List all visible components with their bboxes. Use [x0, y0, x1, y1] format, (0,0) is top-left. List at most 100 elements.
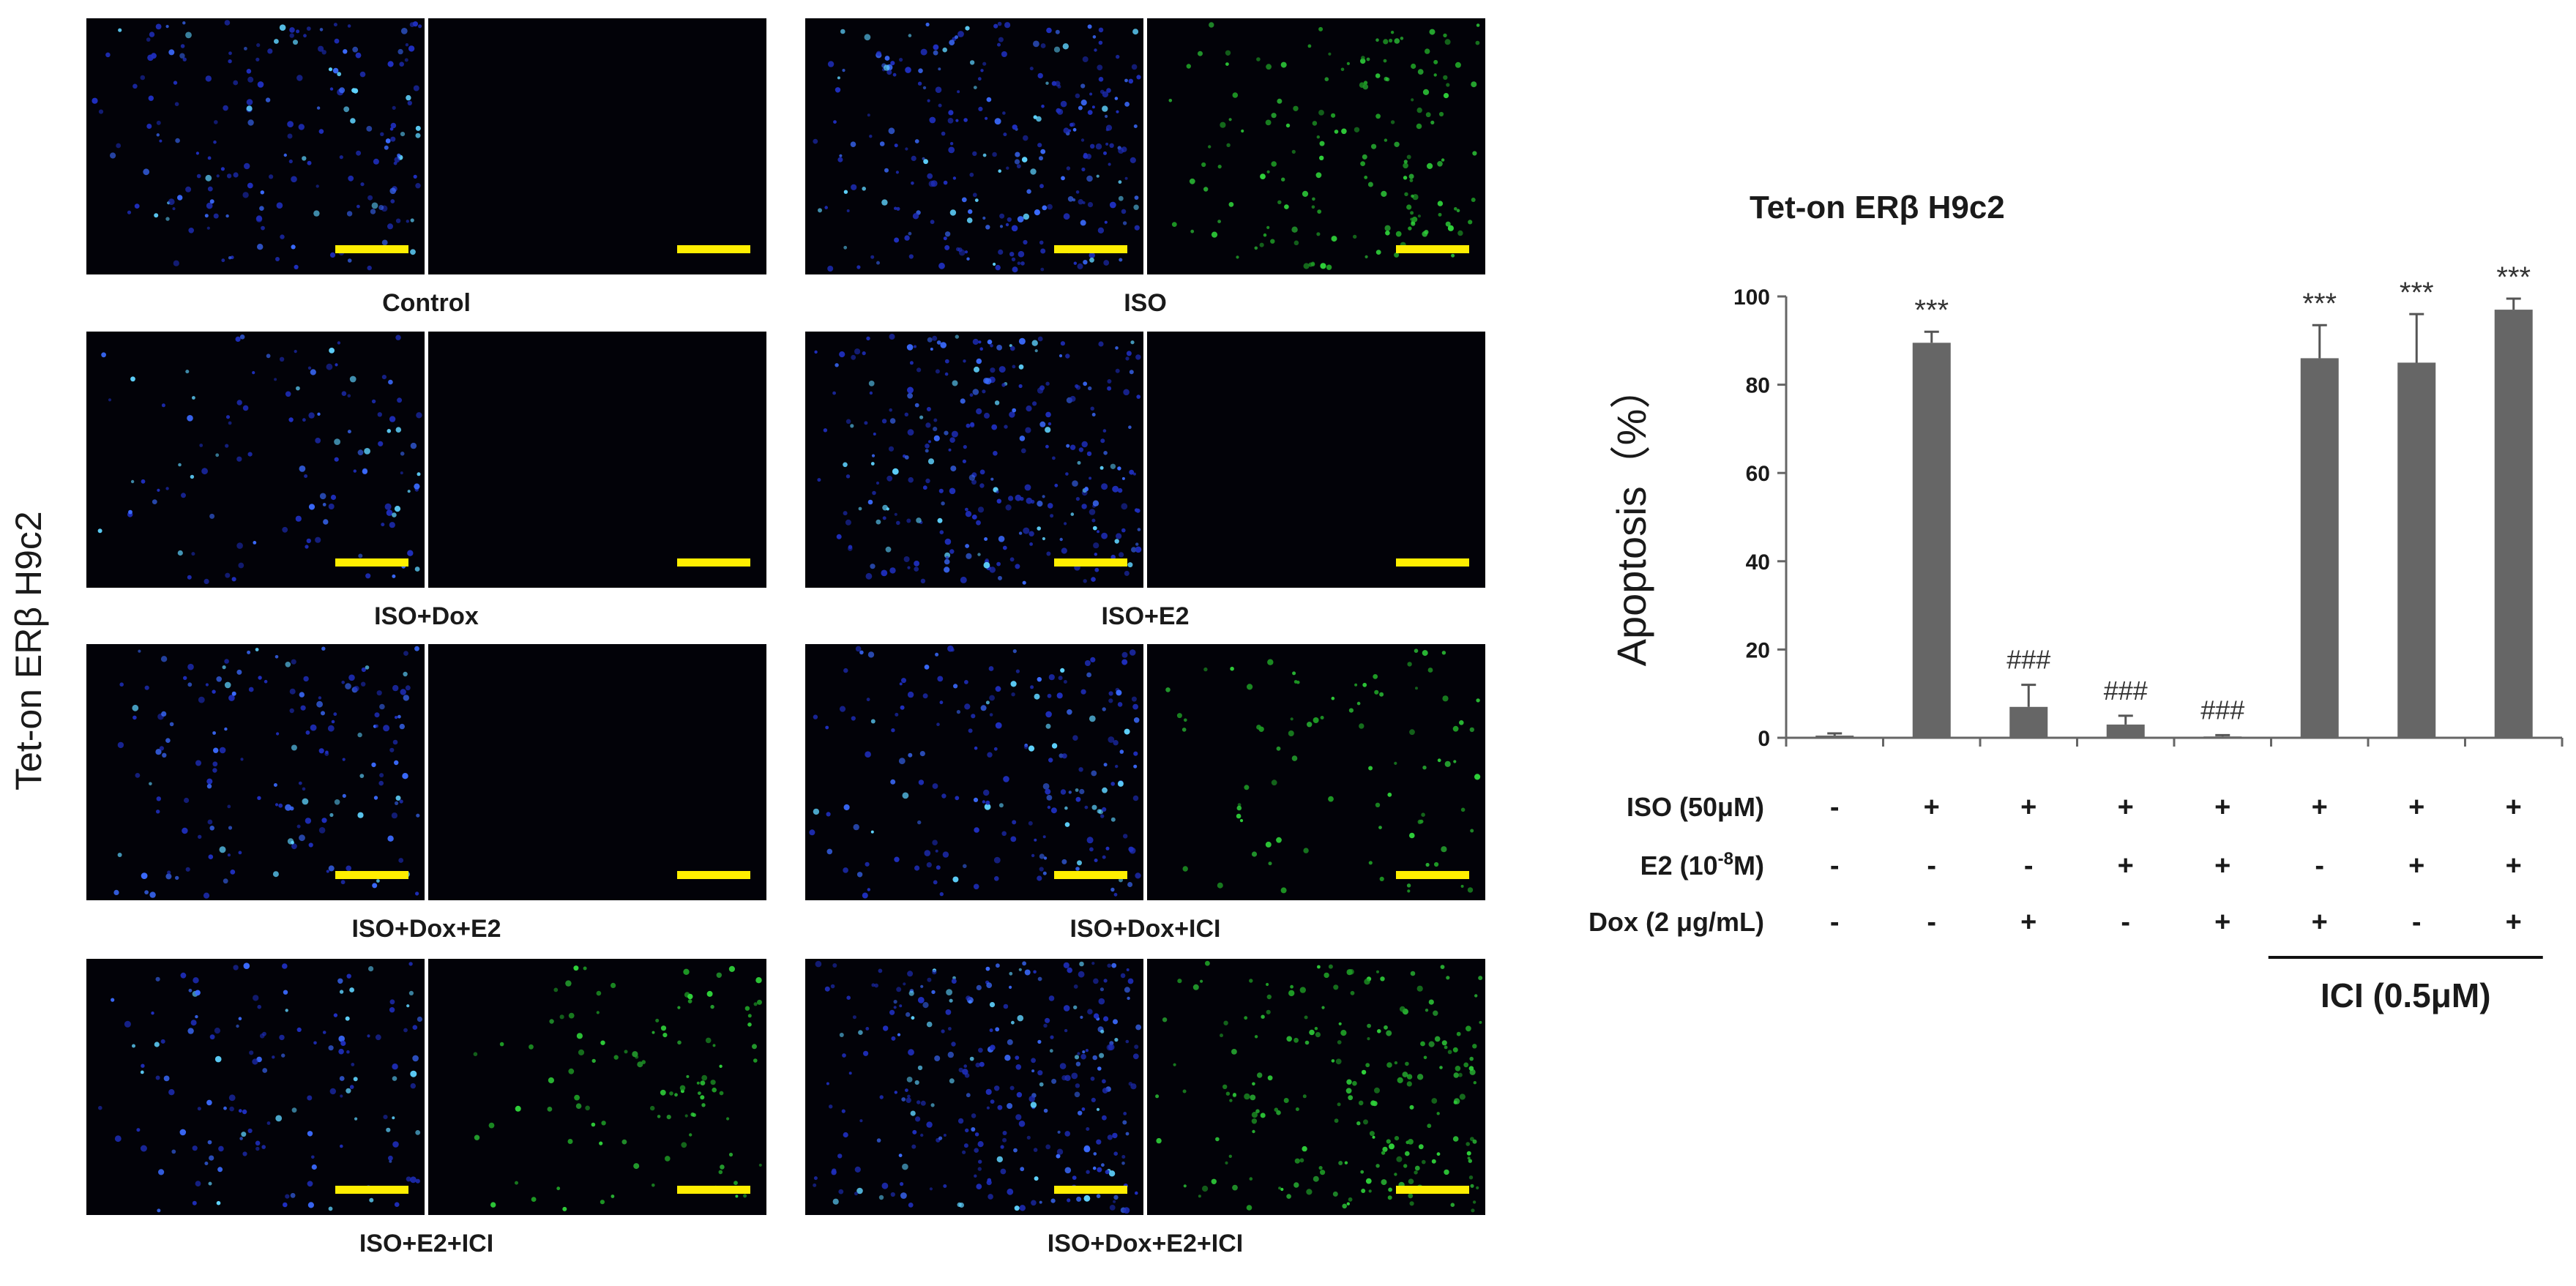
y-tick-label: 60	[1746, 462, 1770, 486]
nuclear-stain-image	[86, 644, 425, 900]
significance-mark: ***	[2400, 277, 2434, 309]
condition-sign: +	[2020, 907, 2036, 938]
micrograph-panel: ISO	[805, 18, 1485, 317]
y-tick-label: 80	[1746, 374, 1770, 398]
scale-bar	[335, 871, 408, 879]
condition-label: Dox (2 μg/mL)	[1588, 907, 1764, 937]
apoptosis-stain-image	[1147, 18, 1485, 274]
condition-sign: +	[2118, 792, 2134, 823]
y-axis-label: Apoptosis（%）	[1608, 368, 1654, 667]
scale-bar	[677, 871, 750, 879]
condition-sign: +	[2506, 907, 2522, 938]
panel-caption: ISO+E2	[1101, 602, 1189, 630]
panel-caption: Control	[382, 289, 471, 317]
scale-bar	[677, 1186, 750, 1194]
bar	[2300, 358, 2339, 738]
scale-bar	[1054, 245, 1127, 253]
scale-bar	[677, 245, 750, 253]
bar	[2203, 736, 2242, 738]
condition-label: ISO (50μM)	[1627, 792, 1764, 822]
nuclear-stain-image	[805, 332, 1143, 588]
apoptosis-stain-image	[1147, 644, 1485, 900]
condition-sign: +	[2408, 851, 2424, 881]
bar	[2494, 310, 2533, 739]
bar	[1815, 735, 1854, 738]
condition-label: E2 (10-8M)	[1640, 849, 1764, 881]
chart-title: Tet-on ERβ H9c2	[1750, 190, 2005, 225]
micrograph-panel: ISO+Dox+E2+ICI	[805, 959, 1485, 1257]
panel-caption: ISO	[1124, 289, 1167, 317]
scale-bar	[335, 558, 408, 567]
micrograph-panel: ISO+E2	[805, 332, 1485, 630]
condition-sign: -	[1830, 792, 1840, 823]
y-tick-label: 100	[1733, 285, 1770, 310]
condition-sign: -	[1927, 907, 1936, 938]
nuclear-stain-image	[86, 18, 425, 274]
scale-bar	[335, 1186, 408, 1194]
micrograph-panel: ISO+E2+ICI	[86, 959, 766, 1257]
panel-caption: ISO+Dox+E2+ICI	[1048, 1230, 1243, 1257]
scale-bar	[1054, 871, 1127, 879]
bar	[2106, 724, 2145, 738]
y-tick-label: 0	[1758, 727, 1770, 751]
ici-bracket-label: ICI (0.5μM)	[2321, 976, 2491, 1014]
apoptosis-stain-image	[428, 18, 766, 274]
condition-sign: +	[2214, 792, 2230, 823]
condition-sign: -	[1830, 851, 1840, 881]
micrograph-panel: ISO+Dox	[86, 332, 766, 630]
panel-caption: ISO+Dox	[374, 602, 479, 630]
scale-bar	[1396, 558, 1469, 567]
scale-bar	[1054, 558, 1127, 567]
scale-bar	[1396, 245, 1469, 253]
nuclear-stain-image	[86, 332, 425, 588]
scale-bar	[677, 558, 750, 567]
side-label: Tet-on ERβ H9c2	[8, 511, 49, 790]
panel-caption: ISO+E2+ICI	[359, 1230, 493, 1257]
panel-caption: ISO+Dox+ICI	[1070, 915, 1221, 943]
scale-bar	[1396, 1186, 1469, 1194]
significance-mark: ***	[2302, 288, 2337, 320]
significance-mark: ###	[2104, 676, 2148, 706]
apoptosis-stain-image	[428, 959, 766, 1215]
bar	[2397, 362, 2436, 738]
micrograph-panel: ISO+Dox+E2	[86, 644, 766, 943]
condition-sign: -	[2024, 851, 2034, 881]
condition-sign: -	[2412, 907, 2422, 938]
scale-bar	[1054, 1186, 1127, 1194]
micrograph-panel: Control	[86, 18, 766, 317]
significance-mark: ***	[1914, 294, 1949, 326]
scale-bar	[335, 245, 408, 253]
micrograph-panel: ISO+Dox+ICI	[805, 644, 1485, 943]
micrograph-grid: Control ISO ISO+Dox ISO+E2 ISO+Dox+E2 ISO+Dox…	[86, 18, 1485, 1257]
condition-sign: +	[2214, 907, 2230, 938]
apoptosis-stain-image	[1147, 332, 1485, 588]
nuclear-stain-image	[805, 644, 1143, 900]
condition-sign: -	[2315, 851, 2324, 881]
condition-sign: +	[2312, 792, 2328, 823]
condition-sign: +	[2214, 851, 2230, 881]
bar	[2009, 706, 2048, 738]
scale-bar	[1396, 871, 1469, 879]
condition-sign: +	[2020, 792, 2036, 823]
condition-sign: +	[2506, 792, 2522, 823]
significance-mark: ###	[2006, 645, 2050, 675]
apoptosis-stain-image	[428, 644, 766, 900]
apoptosis-bar-chart: Tet-on ERβ H9c2 Apoptosis（%） 0 20 40 60 80 100 *…	[1588, 190, 2564, 1014]
condition-sign: +	[2118, 851, 2134, 881]
y-tick-label: 40	[1746, 550, 1770, 575]
apoptosis-stain-image	[428, 332, 766, 588]
bar	[1912, 343, 1951, 738]
condition-sign: +	[2506, 851, 2522, 881]
condition-sign: +	[2312, 907, 2328, 938]
condition-sign: -	[1927, 851, 1936, 881]
condition-sign: +	[1924, 792, 1940, 823]
significance-mark: ###	[2200, 695, 2244, 725]
nuclear-stain-image	[86, 959, 425, 1215]
condition-sign: -	[1830, 907, 1840, 938]
significance-mark: ***	[2496, 261, 2531, 294]
y-tick-label: 20	[1746, 638, 1770, 662]
panel-caption: ISO+Dox+E2	[351, 915, 501, 943]
condition-sign: +	[2408, 792, 2424, 823]
condition-sign: -	[2121, 907, 2130, 938]
